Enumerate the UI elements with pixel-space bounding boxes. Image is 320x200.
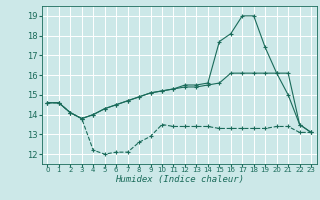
X-axis label: Humidex (Indice chaleur): Humidex (Indice chaleur): [115, 175, 244, 184]
